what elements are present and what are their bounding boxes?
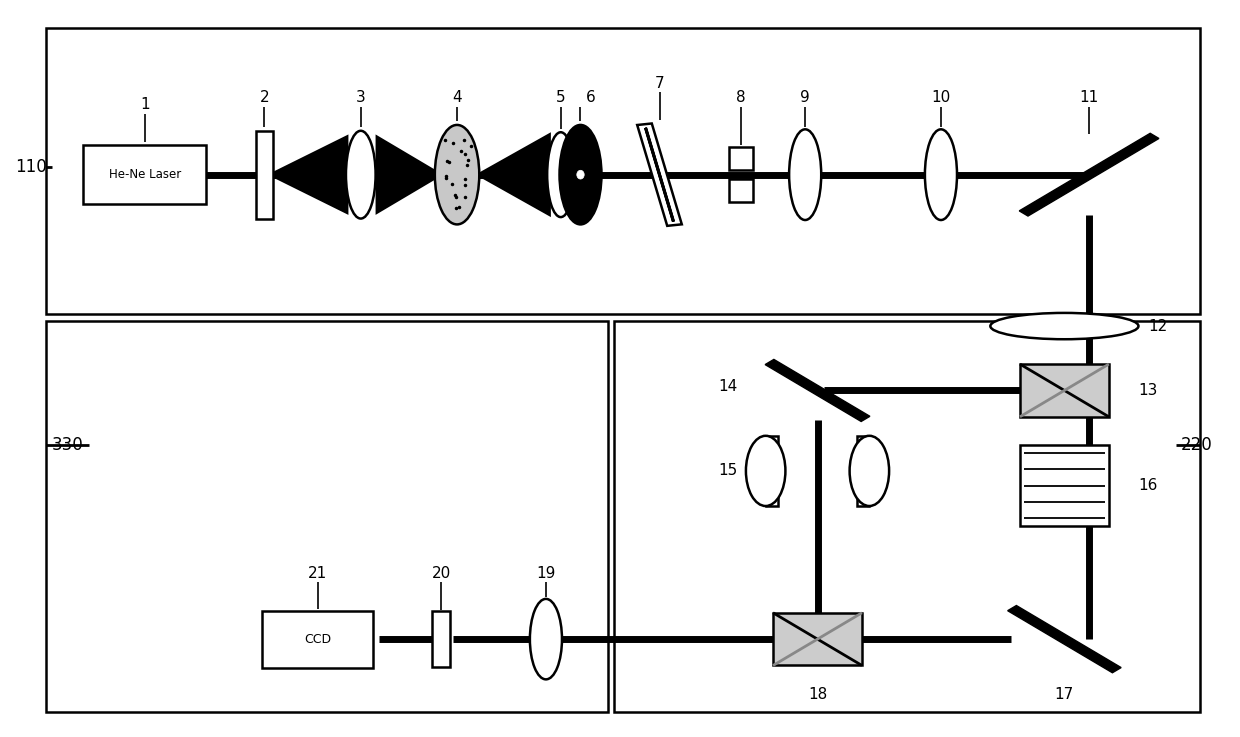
- Text: 13: 13: [1138, 383, 1158, 398]
- Text: He-Ne Laser: He-Ne Laser: [109, 168, 181, 181]
- Polygon shape: [1008, 606, 1121, 673]
- Text: 4: 4: [453, 90, 461, 105]
- Bar: [1021, 364, 1109, 417]
- Text: 12: 12: [1148, 318, 1168, 334]
- Polygon shape: [765, 360, 870, 422]
- Ellipse shape: [346, 130, 376, 219]
- Text: 17: 17: [1055, 687, 1074, 702]
- Bar: [46, 321, 608, 712]
- Text: 1: 1: [140, 97, 150, 113]
- Polygon shape: [480, 132, 551, 217]
- Bar: [46, 29, 1200, 314]
- Bar: [773, 612, 862, 666]
- Text: 2: 2: [259, 90, 269, 105]
- Ellipse shape: [547, 132, 574, 217]
- Text: 20: 20: [432, 565, 450, 581]
- Text: 8: 8: [737, 90, 745, 105]
- Text: 5: 5: [556, 90, 565, 105]
- Bar: [729, 179, 754, 203]
- Text: 10: 10: [931, 90, 951, 105]
- Ellipse shape: [849, 436, 889, 506]
- Text: 220: 220: [1180, 436, 1213, 454]
- Ellipse shape: [991, 313, 1138, 339]
- Polygon shape: [568, 132, 574, 217]
- Text: 6: 6: [585, 90, 595, 105]
- Polygon shape: [1019, 133, 1159, 216]
- Ellipse shape: [577, 170, 584, 179]
- Text: 9: 9: [800, 90, 810, 105]
- Bar: [1021, 445, 1109, 525]
- Polygon shape: [376, 134, 440, 215]
- Text: 18: 18: [808, 687, 827, 702]
- Ellipse shape: [435, 125, 480, 224]
- Bar: [83, 145, 207, 204]
- Bar: [262, 611, 373, 668]
- Bar: [255, 130, 273, 219]
- Text: 11: 11: [1080, 90, 1099, 105]
- Text: 7: 7: [655, 76, 665, 91]
- Bar: [857, 436, 869, 506]
- Ellipse shape: [559, 125, 601, 224]
- Ellipse shape: [789, 129, 821, 220]
- Text: 15: 15: [718, 464, 738, 478]
- Text: 330: 330: [52, 436, 84, 454]
- Ellipse shape: [925, 129, 957, 220]
- Text: CCD: CCD: [304, 632, 331, 646]
- Text: 16: 16: [1138, 478, 1158, 493]
- Ellipse shape: [746, 436, 785, 506]
- Text: 19: 19: [536, 565, 556, 581]
- Text: 21: 21: [308, 565, 327, 581]
- Text: 110: 110: [15, 158, 47, 176]
- Bar: [729, 147, 754, 170]
- Bar: [433, 611, 450, 667]
- Bar: [765, 436, 777, 506]
- Polygon shape: [637, 124, 682, 226]
- Ellipse shape: [529, 599, 562, 680]
- Polygon shape: [273, 134, 348, 215]
- Text: 3: 3: [356, 90, 366, 105]
- Text: 14: 14: [718, 380, 738, 394]
- Bar: [614, 321, 1200, 712]
